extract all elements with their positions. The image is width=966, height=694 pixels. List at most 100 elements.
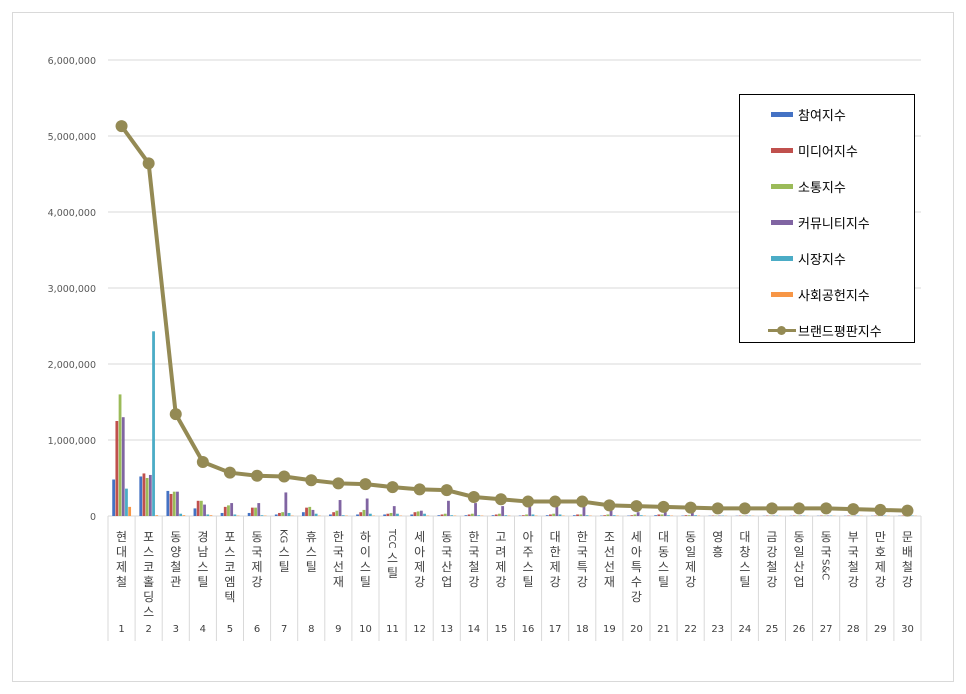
legend-label: 사회공헌지수	[798, 289, 870, 304]
line-point-27	[820, 502, 833, 515]
bar-5-15	[504, 515, 508, 516]
bar-5-14	[477, 515, 481, 516]
bar-3-6	[254, 507, 257, 516]
bar-5-10	[368, 513, 372, 516]
legend-swatch	[771, 256, 793, 261]
bar-4-10	[365, 498, 369, 516]
bar-3-4	[199, 500, 203, 516]
rank-label: 2	[145, 624, 151, 635]
bar-4-15	[501, 506, 505, 516]
bar-5-9	[341, 515, 345, 516]
y-tick-label: 2,000,000	[48, 360, 96, 371]
bar-4-5	[230, 503, 234, 516]
bar-2-16	[521, 515, 525, 516]
bar-4-19	[609, 509, 613, 516]
rank-label: 15	[495, 624, 508, 635]
line-point-24	[738, 502, 751, 515]
rank-label: 28	[847, 624, 860, 635]
bar-3-3	[172, 491, 176, 516]
bar-3-15	[498, 513, 501, 516]
bar-2-19	[603, 515, 607, 516]
rank-label: 22	[684, 624, 697, 635]
bars	[112, 331, 917, 516]
x-tick-label-latin: TCC	[386, 528, 397, 549]
bar-4-11	[392, 506, 396, 516]
bar-4-1	[121, 417, 125, 516]
bar-5-11	[396, 513, 399, 516]
bar-5-17	[558, 514, 562, 516]
line-point-30	[901, 504, 914, 517]
line-point-11	[386, 481, 399, 494]
bar-3-8	[308, 506, 312, 516]
bar-6-3	[182, 515, 186, 516]
bar-3-11	[389, 512, 393, 516]
bar-2-18	[576, 514, 579, 516]
bar-1-10	[356, 514, 359, 516]
bar-5-21	[667, 515, 670, 516]
bar-5-18	[585, 515, 589, 516]
bar-2-11	[386, 513, 390, 516]
bar-2-9	[332, 512, 336, 516]
bar-1-6	[247, 512, 251, 516]
bar-5-5	[233, 514, 237, 516]
bar-5-13	[450, 515, 454, 516]
line-point-3	[169, 408, 182, 421]
rank-label: 20	[630, 624, 643, 635]
line-point-25	[765, 502, 778, 515]
legend-swatch	[771, 292, 793, 297]
line-point-19	[603, 499, 616, 512]
bar-5-6	[260, 515, 264, 516]
bar-2-20	[630, 515, 634, 516]
bar-2-1	[115, 421, 119, 516]
rank-label: 25	[766, 624, 779, 635]
bar-5-2	[152, 331, 155, 516]
bar-1-7	[274, 514, 278, 516]
line-point-1	[115, 120, 128, 133]
x-tick-label-latin: S&C	[820, 559, 831, 580]
line-point-10	[359, 478, 372, 491]
rank-label: 19	[603, 624, 616, 635]
bar-1-3	[166, 490, 170, 516]
line-point-5	[223, 466, 236, 479]
rank-label: 26	[793, 624, 806, 635]
rank-label: 14	[467, 624, 480, 635]
bar-3-13	[443, 513, 447, 516]
bar-5-1	[125, 488, 128, 516]
x-tick-label-latin: KG	[278, 529, 289, 543]
rank-label: 13	[440, 624, 453, 635]
bar-2-21	[657, 514, 661, 516]
bar-4-2	[148, 474, 152, 516]
bar-6-2	[155, 515, 159, 516]
bar-5-4	[206, 514, 210, 516]
bar-2-7	[278, 512, 281, 516]
bar-3-7	[281, 512, 285, 516]
bar-1-9	[329, 514, 332, 516]
bar-4-18	[582, 505, 586, 516]
legend: 참여지수 미디어지수 소통지수 커뮤니티지수 시장지수 사회공헌지수 브랜드평판지수	[739, 94, 915, 343]
bar-4-9	[338, 500, 342, 516]
y-axis: 0 1,000,000 2,000,000 3,000,000 4,000,000 5,0…	[48, 56, 96, 523]
rank-label: 23	[711, 624, 724, 635]
rank-label: 6	[254, 624, 260, 635]
x-axis: 현 대 제 철 1 포 스 코 홀 딩 스 2 동 양 철 관 3 경 남 스 틸 4 포 스 코 엠 텍 5 동 국 제 강 6 스 틸 KG 7 휴 스…	[107, 516, 922, 641]
line-point-15	[494, 493, 507, 506]
bar-5-12	[423, 513, 426, 516]
bar-4-4	[203, 504, 206, 516]
bar-3-14	[470, 513, 474, 516]
bar-4-17	[555, 506, 559, 516]
bar-2-12	[413, 512, 417, 516]
bar-1-8	[301, 512, 305, 516]
y-tick-label: 5,000,000	[48, 132, 96, 143]
